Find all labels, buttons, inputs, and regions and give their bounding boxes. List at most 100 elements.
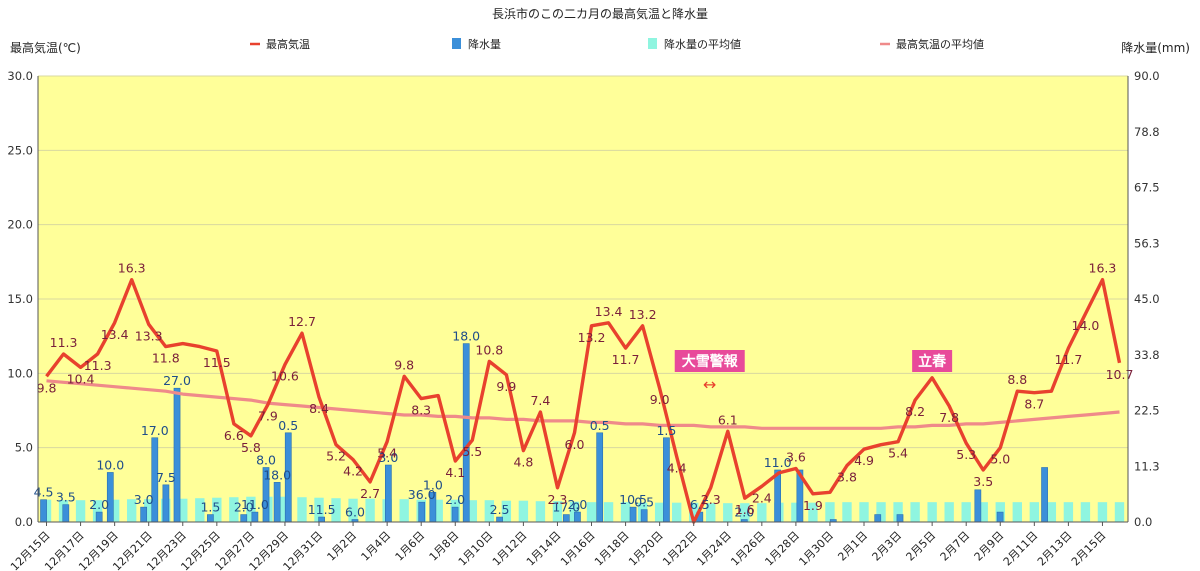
precip-avg-bar: [535, 501, 546, 522]
precip-avg-bar: [109, 499, 120, 522]
precip-bar: [640, 509, 648, 523]
precip-value-label: 0.5: [278, 418, 298, 433]
x-tick-label: 1月16日: [558, 529, 598, 569]
precip-avg-bar: [365, 498, 375, 522]
y-left-tick-label: 20.0: [7, 218, 33, 232]
y-left-axis-title: 最高気温(℃): [10, 40, 81, 55]
precip-value-label: 2.0: [89, 497, 109, 512]
y-right-tick-label: 67.5: [1134, 181, 1160, 195]
y-right-tick-label: 11.3: [1134, 459, 1160, 473]
temp-value-label: 4.9: [854, 453, 874, 468]
precip-avg-bar: [1029, 502, 1040, 522]
temp-avg-line: [46, 379, 1120, 430]
temp-value-label: 5.2: [326, 449, 346, 464]
y-left-tick-label: 15.0: [7, 292, 33, 306]
precip-avg-bar: [927, 502, 937, 522]
precip-avg-bar: [620, 502, 631, 522]
x-tick-label: 2月11日: [1001, 529, 1041, 569]
x-tick-label: 1月18日: [592, 529, 632, 569]
temp-value-label: 11.7: [1054, 352, 1082, 367]
temp-value-label: 11.8: [152, 351, 180, 366]
temp-value-label: 6.1: [718, 412, 738, 427]
temp-value-label: 16.3: [1089, 261, 1117, 276]
x-tick-label: 1月24日: [694, 529, 734, 569]
risshun-label: 立春: [918, 353, 947, 370]
x-tick-label: 1月22日: [660, 529, 700, 569]
x-tick-label: 1月28日: [762, 529, 802, 569]
temp-value-label: 7.9: [258, 409, 278, 424]
temp-value-label: 5.4: [888, 446, 908, 461]
temp-value-label: 3.6: [786, 449, 806, 464]
temp-value-label: 12.7: [288, 314, 316, 329]
risshun-badge: [912, 350, 953, 372]
precip-value-label: 2.0: [445, 492, 465, 507]
temp-avg-series-line: [46, 379, 1120, 430]
precip-value-label: 0.5: [634, 495, 654, 510]
temp-value-label: 5.4: [377, 446, 397, 461]
precip-value-label: 3.0: [378, 450, 398, 465]
precip-avg-bar: [944, 502, 954, 522]
temp-value-label: 9.0: [650, 392, 670, 407]
y-left-tick-label: 30.0: [7, 69, 33, 83]
legend-label: 降水量: [468, 37, 501, 51]
precip-avg-bar: [212, 497, 222, 522]
precip-avg-bar: [297, 497, 307, 522]
temp-value-label: 6.6: [224, 428, 244, 443]
precip-avg-bar: [706, 503, 716, 522]
temp-value-label: 13.3: [135, 328, 163, 343]
precip-value-label: 6.5: [690, 497, 710, 512]
temp-value-label: 2.3: [701, 492, 721, 507]
temp-value-label: 13.4: [595, 304, 623, 319]
precip-avg-bar: [126, 499, 137, 522]
y-right-tick-label: 90.0: [1134, 69, 1160, 83]
precip-bar: [318, 516, 325, 523]
y-right-tick-label: 0.0: [1134, 515, 1152, 529]
x-tick-label: 1月6日: [393, 529, 428, 564]
precip-bar: [40, 499, 47, 523]
precip-bar: [451, 506, 459, 523]
temp-value-label: 14.0: [1072, 318, 1100, 333]
temp-value-label: 16.3: [118, 261, 146, 276]
precip-value-label: 10.0: [96, 457, 124, 472]
precip-value-label: 10.5: [619, 492, 647, 507]
temp-value-label: 13.2: [578, 330, 606, 345]
temp-value-label: 8.8: [1007, 372, 1027, 387]
temp-value-label: 2.4: [752, 490, 772, 505]
temp-value-label: 4.2: [343, 464, 363, 479]
x-tick-label: 2月5日: [904, 529, 939, 564]
precip-bar: [207, 514, 214, 523]
chart-title: 長浜市のこの二カ月の最高気温と降水量: [492, 6, 708, 21]
precip-value-label: 4.5: [34, 485, 54, 500]
precip-avg-bar: [1046, 502, 1057, 522]
temp-value-label: 8.4: [309, 401, 329, 416]
y-right-axis-title: 降水量(mm): [1121, 41, 1190, 55]
temp-value-label: 11.3: [50, 335, 78, 350]
precip-avg-bar: [671, 502, 682, 522]
precip-avg-bar: [910, 502, 920, 522]
x-tick-label: 1月26日: [728, 529, 768, 569]
y-left-ticks: 0.0 5.0 10.0 15.0 20.0 25.0 30.0: [7, 69, 33, 529]
precip-avg-bar: [1012, 502, 1022, 522]
precip-avg-bar: [246, 496, 256, 522]
precip-bar: [1041, 467, 1048, 523]
precip-avg-bar: [501, 500, 512, 522]
temp-value-label: 6.0: [565, 437, 585, 452]
precip-avg-bar: [1063, 502, 1074, 522]
temp-series-line: [45, 278, 1122, 524]
temp-value-label: 4.1: [445, 465, 465, 480]
temp-value-label: 10.8: [475, 342, 503, 357]
temp-value-label: 8.3: [411, 403, 431, 418]
precip-avg-bar: [518, 500, 529, 522]
precip-bar: [974, 489, 982, 523]
x-tick-label: 2月15日: [1069, 529, 1109, 569]
precip-avg-bar: [791, 502, 801, 522]
precip-value-label: 6.0: [345, 505, 365, 520]
x-tick-label: 2月1日: [835, 529, 870, 564]
temp-value-label: 1.6: [735, 502, 755, 517]
heavy-snow-warning-badge: [674, 350, 745, 372]
precip-value-label: 18.0: [263, 467, 291, 482]
x-tick-label: 1月20日: [626, 529, 666, 569]
precip-value-label: 36.0: [408, 487, 436, 502]
precip-bar: [996, 511, 1004, 523]
